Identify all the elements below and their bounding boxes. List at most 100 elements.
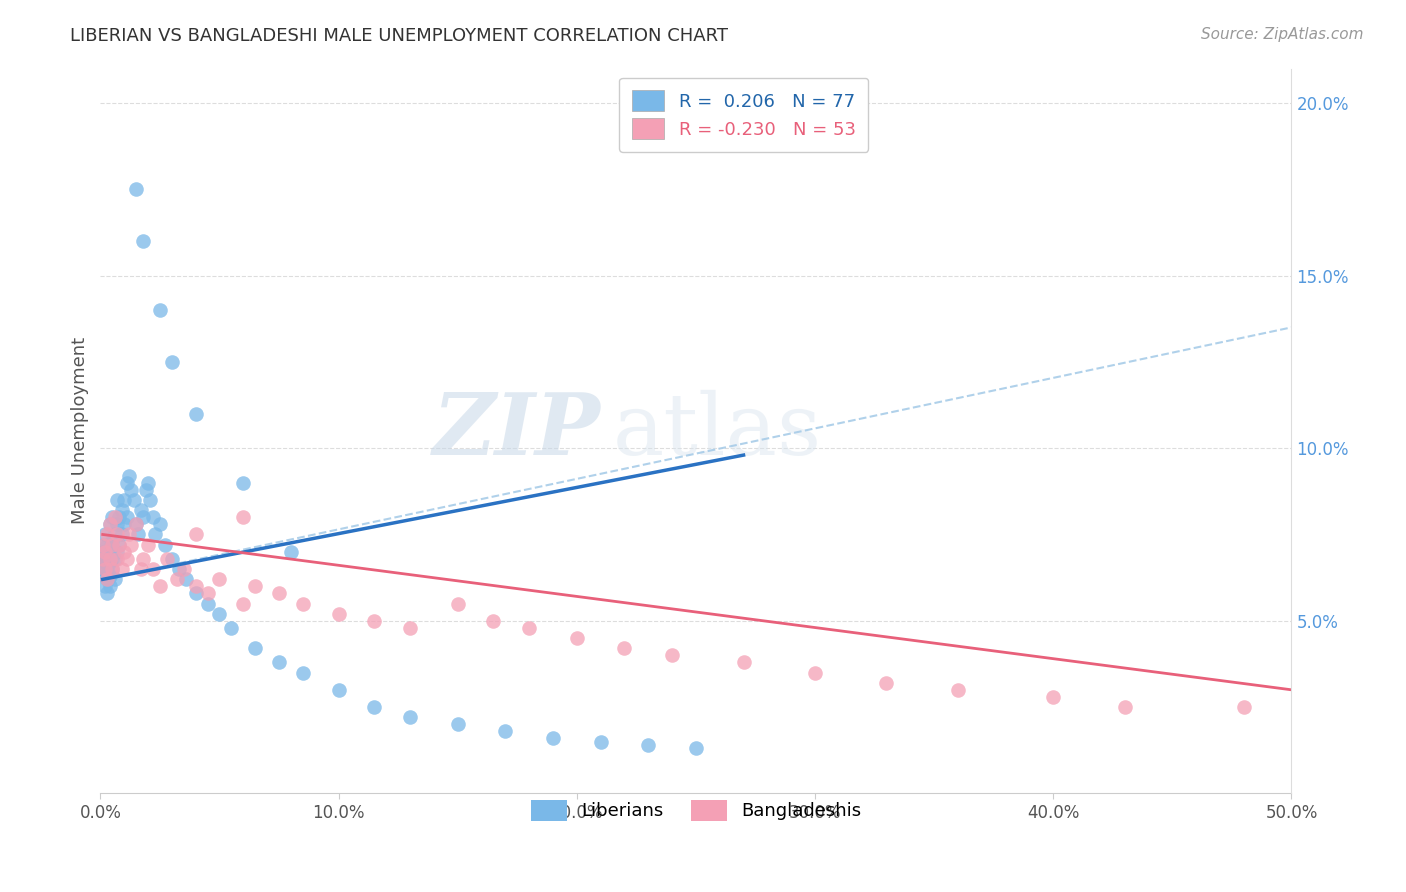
Point bbox=[132, 510, 155, 524]
Point bbox=[184, 527, 207, 541]
Point bbox=[291, 597, 314, 611]
Point bbox=[494, 724, 516, 739]
Point bbox=[96, 538, 118, 552]
Point bbox=[104, 527, 127, 541]
Point bbox=[208, 607, 231, 621]
Point bbox=[280, 545, 302, 559]
Point bbox=[122, 492, 145, 507]
Point bbox=[132, 551, 155, 566]
Point bbox=[245, 579, 267, 593]
Point bbox=[115, 475, 138, 490]
Point bbox=[94, 579, 117, 593]
Point bbox=[221, 621, 243, 635]
Point bbox=[232, 475, 254, 490]
Point bbox=[363, 614, 385, 628]
Point bbox=[101, 562, 124, 576]
Point bbox=[91, 562, 114, 576]
Point bbox=[115, 510, 138, 524]
Point bbox=[111, 503, 134, 517]
Point bbox=[104, 572, 127, 586]
Point bbox=[160, 551, 183, 566]
Point bbox=[184, 586, 207, 600]
Point bbox=[399, 621, 422, 635]
Point bbox=[232, 510, 254, 524]
Point bbox=[804, 665, 827, 680]
Point bbox=[112, 517, 135, 532]
Point bbox=[98, 569, 121, 583]
Point bbox=[96, 527, 118, 541]
Point bbox=[328, 607, 350, 621]
Point bbox=[129, 503, 152, 517]
Point bbox=[112, 492, 135, 507]
Point bbox=[91, 538, 114, 552]
Point bbox=[98, 541, 121, 556]
Point bbox=[111, 527, 134, 541]
Point bbox=[125, 182, 148, 196]
Point bbox=[173, 562, 195, 576]
Point bbox=[129, 562, 152, 576]
Point bbox=[135, 483, 157, 497]
Point bbox=[91, 538, 114, 552]
Point bbox=[142, 562, 165, 576]
Point bbox=[875, 676, 897, 690]
Point bbox=[184, 579, 207, 593]
Point bbox=[98, 579, 121, 593]
Point bbox=[1042, 690, 1064, 704]
Point bbox=[637, 738, 659, 752]
Point bbox=[112, 545, 135, 559]
Point bbox=[167, 562, 190, 576]
Point bbox=[101, 551, 124, 566]
Point bbox=[105, 545, 128, 559]
Point bbox=[153, 538, 176, 552]
Point bbox=[108, 538, 131, 552]
Point bbox=[685, 741, 707, 756]
Point bbox=[101, 538, 124, 552]
Point bbox=[328, 682, 350, 697]
Point bbox=[156, 551, 179, 566]
Point bbox=[589, 734, 612, 748]
Point bbox=[136, 538, 159, 552]
Point bbox=[733, 655, 755, 669]
Point bbox=[120, 538, 142, 552]
Point bbox=[166, 572, 188, 586]
Point bbox=[160, 355, 183, 369]
Point bbox=[98, 517, 121, 532]
Point bbox=[104, 510, 127, 524]
Point bbox=[232, 597, 254, 611]
Point bbox=[267, 586, 290, 600]
Point bbox=[111, 562, 134, 576]
Point bbox=[115, 551, 138, 566]
Text: Source: ZipAtlas.com: Source: ZipAtlas.com bbox=[1201, 27, 1364, 42]
Point bbox=[108, 538, 131, 552]
Point bbox=[108, 510, 131, 524]
Point bbox=[447, 597, 470, 611]
Point bbox=[946, 682, 969, 697]
Legend: Liberians, Bangladeshis: Liberians, Bangladeshis bbox=[516, 785, 876, 835]
Point bbox=[125, 517, 148, 532]
Point bbox=[105, 492, 128, 507]
Point bbox=[482, 614, 505, 628]
Y-axis label: Male Unemployment: Male Unemployment bbox=[72, 337, 89, 524]
Point bbox=[91, 551, 114, 566]
Point bbox=[94, 562, 117, 576]
Point bbox=[98, 517, 121, 532]
Point bbox=[101, 534, 124, 549]
Point bbox=[98, 551, 121, 566]
Point bbox=[363, 700, 385, 714]
Point bbox=[125, 517, 148, 532]
Point bbox=[139, 492, 162, 507]
Point bbox=[565, 631, 588, 645]
Point bbox=[132, 234, 155, 248]
Point bbox=[661, 648, 683, 663]
Point bbox=[105, 517, 128, 532]
Point bbox=[98, 555, 121, 569]
Point bbox=[105, 527, 128, 541]
Point bbox=[96, 572, 118, 586]
Point bbox=[517, 621, 540, 635]
Point bbox=[118, 527, 141, 541]
Point bbox=[1114, 700, 1136, 714]
Point bbox=[94, 555, 117, 569]
Point bbox=[104, 551, 127, 566]
Point bbox=[94, 527, 117, 541]
Point bbox=[447, 717, 470, 731]
